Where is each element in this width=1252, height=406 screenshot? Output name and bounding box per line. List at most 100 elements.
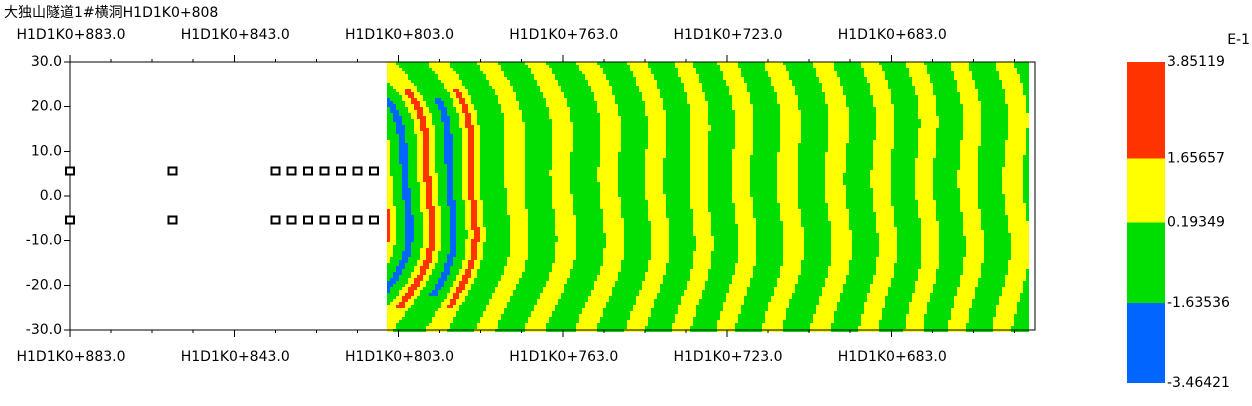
contour-cell — [980, 140, 1005, 143]
contour-cell — [749, 155, 777, 158]
contour-cell — [917, 143, 936, 146]
contour-cell — [473, 260, 480, 263]
contour-cell — [434, 218, 441, 221]
contour-cell — [434, 206, 441, 209]
contour-cell — [779, 113, 801, 116]
contour-cell — [422, 107, 429, 110]
contour-cell — [545, 323, 576, 326]
contour-cell — [497, 95, 516, 98]
contour-cell — [647, 200, 666, 203]
contour-cell — [734, 266, 753, 269]
contour-cell — [386, 134, 399, 137]
contour-cell — [1025, 131, 1029, 134]
contour-cell — [662, 188, 690, 191]
contour-cell — [917, 137, 936, 140]
contour-cell — [467, 293, 492, 296]
contour-cell — [968, 65, 996, 68]
contour-cell — [710, 128, 735, 131]
contour-cell — [827, 107, 849, 110]
contour-cell — [914, 179, 933, 182]
contour-cell — [509, 227, 528, 230]
contour-cell — [659, 284, 687, 287]
contour-cell — [626, 62, 648, 65]
contour-cell — [422, 161, 429, 164]
contour-cell — [878, 233, 897, 236]
contour-cell — [416, 98, 423, 101]
contour-cell — [614, 284, 642, 287]
contour-cell — [1007, 110, 1026, 113]
contour-cell — [419, 188, 426, 191]
contour-cell — [446, 89, 453, 92]
contour-cell — [428, 245, 435, 248]
contour-cell — [389, 143, 399, 146]
contour-cell — [707, 146, 735, 149]
contour-cell — [827, 128, 849, 131]
contour-cell — [524, 263, 552, 266]
contour-cell — [404, 206, 411, 209]
contour-cell — [422, 152, 429, 155]
contour-cell — [389, 158, 399, 161]
contour-cell — [893, 119, 921, 122]
contour-cell — [506, 209, 528, 212]
contour-cell — [386, 92, 399, 95]
contour-cell — [707, 116, 735, 119]
contour-cell — [455, 227, 465, 230]
contour-cell — [920, 236, 939, 239]
contour-cell — [434, 125, 444, 128]
contour-cell — [449, 212, 456, 215]
contour-cell — [689, 275, 708, 278]
contour-cell — [782, 224, 801, 227]
contour-cell — [659, 89, 684, 92]
contour-cell — [890, 179, 915, 182]
contour-cell — [617, 113, 645, 116]
contour-cell — [470, 275, 477, 278]
contour-cell — [647, 131, 666, 134]
contour-cell — [641, 284, 660, 287]
contour-cell — [962, 227, 981, 230]
contour-cell — [476, 209, 483, 212]
contour-cell — [509, 254, 528, 257]
contour-cell — [467, 266, 474, 269]
contour-cell — [602, 230, 624, 233]
contour-cell — [1007, 125, 1029, 128]
contour-cell — [599, 152, 618, 155]
contour-cell — [725, 80, 744, 83]
contour-cell — [734, 137, 753, 140]
contour-cell — [422, 239, 429, 242]
contour-cell — [629, 317, 648, 320]
contour-cell — [599, 146, 621, 149]
contour-cell — [821, 287, 843, 290]
contour-cell — [386, 77, 408, 80]
contour-cell — [395, 125, 405, 128]
contour-cell — [461, 266, 468, 269]
contour-cell — [890, 188, 915, 191]
contour-cell — [734, 203, 753, 206]
contour-cell — [692, 323, 717, 326]
contour-cell — [1001, 182, 1023, 185]
contour-cell — [404, 218, 414, 221]
contour-cell — [830, 257, 852, 260]
contour-cell — [830, 251, 852, 254]
contour-cell — [821, 290, 843, 293]
contour-cell — [389, 209, 396, 212]
contour-cell — [974, 80, 1002, 83]
contour-cell — [473, 131, 480, 134]
contour-cell — [779, 146, 798, 149]
contour-cell — [626, 320, 648, 323]
contour-cell — [1013, 314, 1029, 317]
contour-cell — [938, 257, 963, 260]
contour-cell — [398, 161, 408, 164]
contour-cell — [470, 218, 477, 221]
contour-cell — [767, 302, 789, 305]
contour-cell — [470, 203, 477, 206]
contour-cell — [419, 125, 426, 128]
contour-cell — [797, 191, 825, 194]
contour-cell — [980, 143, 1005, 146]
contour-cell — [407, 164, 417, 167]
contour-cell — [488, 80, 510, 83]
contour-cell — [749, 185, 777, 188]
contour-cell — [848, 107, 876, 110]
contour-cell — [890, 176, 915, 179]
contour-cell — [404, 236, 414, 239]
contour-cell — [1004, 92, 1023, 95]
